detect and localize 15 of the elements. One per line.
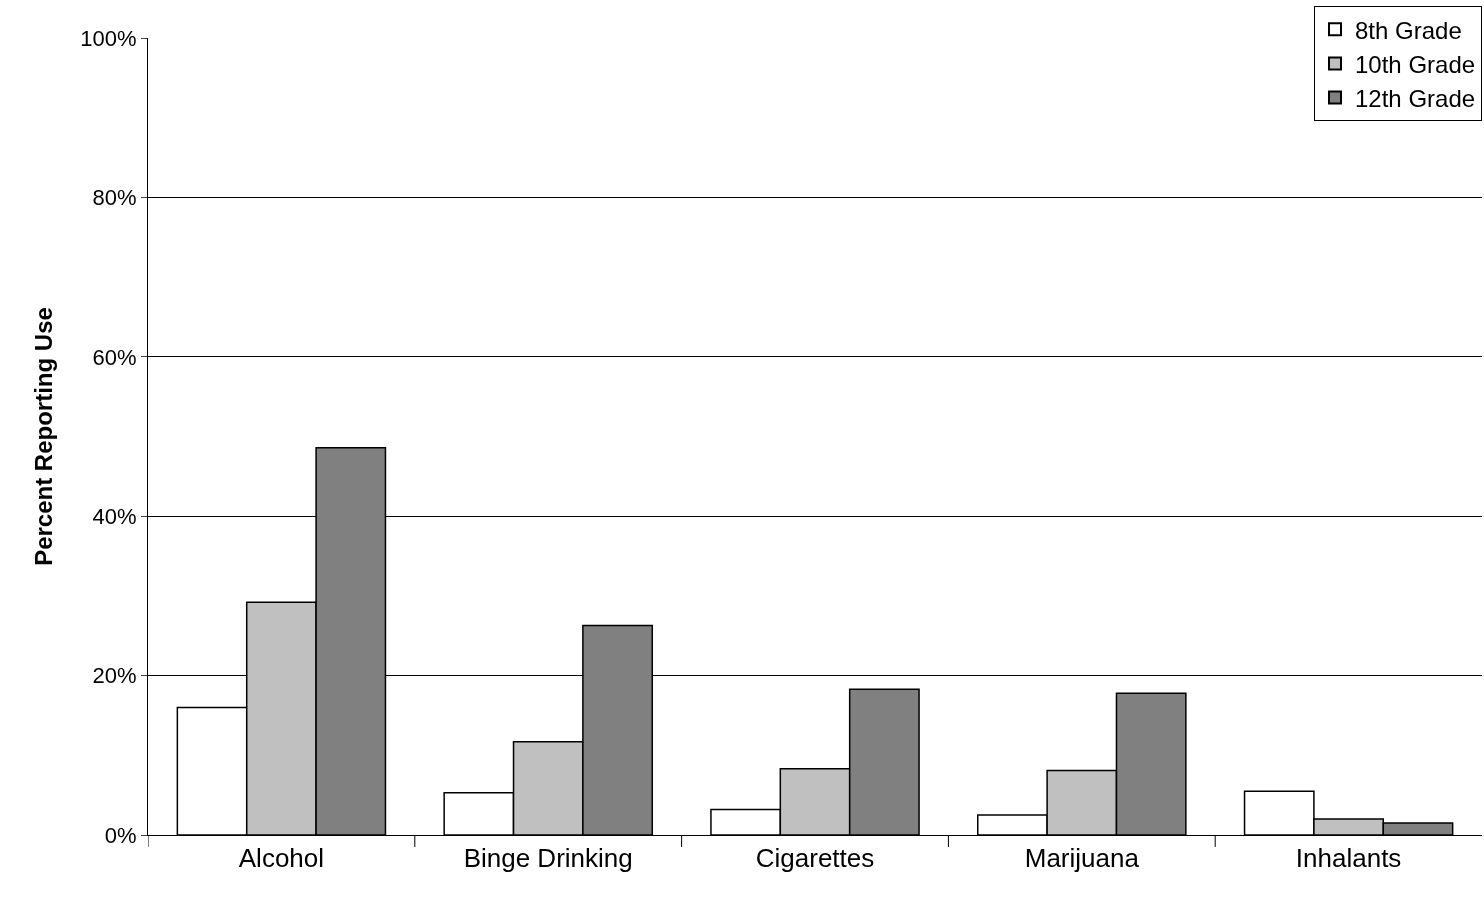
y-tick-label: 100% — [80, 25, 137, 51]
legend-label: 10th Grade — [1355, 50, 1476, 78]
y-tick-label: 60% — [92, 344, 137, 370]
x-tick-label: Inhalants — [1295, 843, 1402, 874]
y-tick-label: 80% — [92, 185, 137, 211]
y-tick-label: 0% — [104, 822, 137, 848]
legend-label: 12th Grade — [1355, 84, 1476, 112]
legend-label: 8th Grade — [1355, 16, 1462, 44]
y-tick-label: 20% — [92, 663, 137, 689]
y-axis-title: Percent Reporting Use — [30, 307, 58, 566]
x-tick-label: Alcohol — [238, 843, 325, 874]
x-tick-label: Marijuana — [1024, 843, 1140, 874]
x-tick-label: Cigarettes — [755, 843, 875, 874]
x-tick-label: Binge Drinking — [463, 843, 633, 874]
y-tick-label: 40% — [92, 503, 137, 529]
